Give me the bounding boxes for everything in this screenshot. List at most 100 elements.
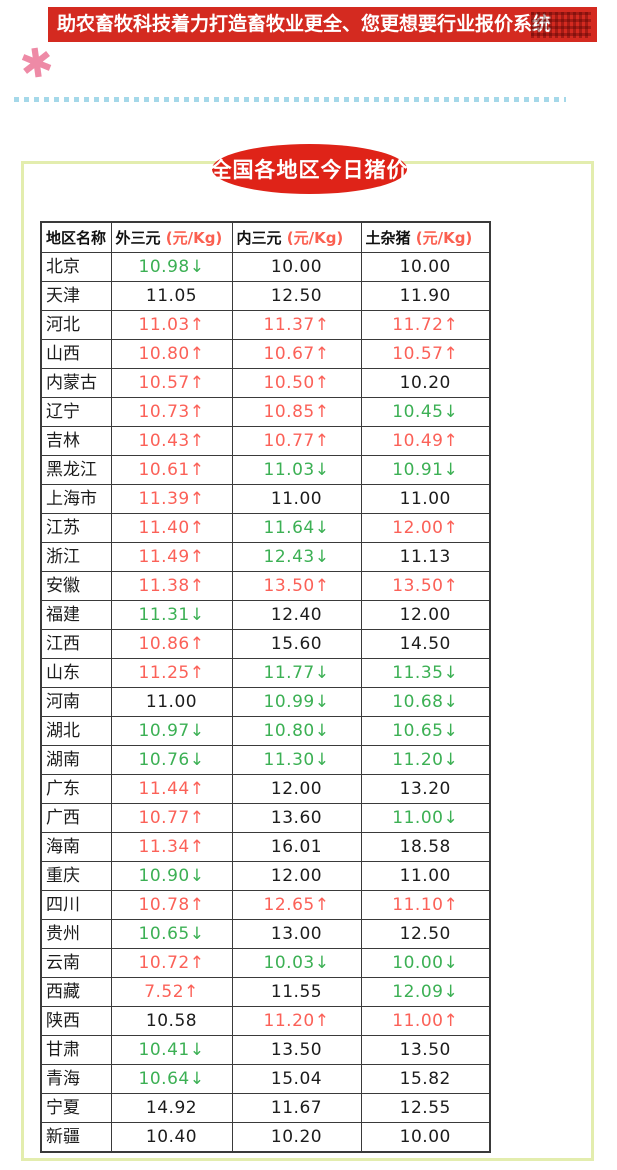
column-label: 外三元 (115, 228, 161, 247)
column-unit: (元/Kg) (410, 228, 473, 247)
table-row: 河北 11.03↑ 11.37↑ 11.72↑ (40, 309, 491, 340)
price-cell: 11.40↑ (110, 512, 233, 543)
star-icon: ✱ (16, 38, 57, 90)
price-cell: 10.65↓ (110, 918, 233, 949)
region-name: 吉林 (40, 425, 112, 456)
column-header: 外三元 (元/Kg) (110, 221, 233, 253)
table-row: 北京 10.98↓ 10.00 10.00 (40, 251, 491, 282)
price-cell: 10.85↑ (231, 396, 362, 427)
pig-price-table: 地区名称 外三元 (元/Kg) 内三元 (元/Kg) 土杂猪 (元/Kg) 北京 10.… (40, 221, 491, 1153)
region-name: 浙江 (40, 541, 112, 572)
price-cell: 11.35↓ (360, 657, 491, 688)
dot-pattern-decoration (531, 12, 591, 38)
price-cell: 10.45↓ (360, 396, 491, 427)
price-cell: 10.03↓ (231, 947, 362, 978)
table-row: 宁夏 14.92 11.67 12.55 (40, 1092, 491, 1123)
price-cell: 10.43↑ (110, 425, 233, 456)
price-cell: 10.72↑ (110, 947, 233, 978)
region-name: 黑龙江 (40, 454, 112, 485)
table-row: 吉林 10.43↑ 10.77↑ 10.49↑ (40, 425, 491, 456)
region-name: 内蒙古 (40, 367, 112, 398)
column-header: 土杂猪 (元/Kg) (360, 221, 491, 253)
price-cell: 10.67↑ (231, 338, 362, 369)
table-row: 新疆 10.40 10.20 10.00 (40, 1121, 491, 1152)
table-row: 内蒙古 10.57↑ 10.50↑ 10.20 (40, 367, 491, 398)
price-cell: 13.50↑ (360, 570, 491, 601)
table-row: 安徽 11.38↑ 13.50↑ 13.50↑ (40, 570, 491, 601)
price-cell: 10.00 (231, 251, 362, 282)
price-cell: 11.00 (110, 686, 233, 717)
price-cell: 10.65↓ (360, 715, 491, 746)
region-name: 青海 (40, 1063, 112, 1094)
price-cell: 10.97↓ (110, 715, 233, 746)
price-cell: 10.00↓ (360, 947, 491, 978)
region-name: 西藏 (40, 976, 112, 1007)
price-cell: 10.57↑ (110, 367, 233, 398)
column-unit: (元/Kg) (281, 228, 344, 247)
price-cell: 10.00 (360, 1121, 491, 1152)
table-row: 上海市 11.39↑ 11.00 11.00 (40, 483, 491, 514)
price-cell: 12.50 (231, 280, 362, 311)
price-cell: 12.55 (360, 1092, 491, 1123)
price-cell: 12.65↑ (231, 889, 362, 920)
region-name: 湖北 (40, 715, 112, 746)
price-cell: 10.76↓ (110, 744, 233, 775)
price-cell: 11.00 (360, 860, 491, 891)
region-name: 山东 (40, 657, 112, 688)
price-cell: 10.77↑ (231, 425, 362, 456)
region-name: 上海市 (40, 483, 112, 514)
price-cell: 10.20 (231, 1121, 362, 1152)
banner-text: 助农畜牧科技着力打造畜牧业更全、您更想要行业报价系统 (57, 13, 552, 35)
table-row: 湖北 10.97↓ 10.80↓ 10.65↓ (40, 715, 491, 746)
dotted-divider (14, 97, 566, 102)
price-cell: 12.09↓ (360, 976, 491, 1007)
price-cell: 12.00 (231, 860, 362, 891)
price-cell: 7.52↑ (110, 976, 233, 1007)
region-name: 甘肃 (40, 1034, 112, 1065)
region-name: 山西 (40, 338, 112, 369)
price-cell: 10.99↓ (231, 686, 362, 717)
price-cell: 11.00 (360, 483, 491, 514)
price-cell: 13.60 (231, 802, 362, 833)
price-cell: 13.50 (231, 1034, 362, 1065)
price-cell: 15.04 (231, 1063, 362, 1094)
region-name: 湖南 (40, 744, 112, 775)
region-name: 江西 (40, 628, 112, 659)
price-cell: 11.20↓ (360, 744, 491, 775)
price-cell: 10.49↑ (360, 425, 491, 456)
region-name: 江苏 (40, 512, 112, 543)
price-cell: 11.39↑ (110, 483, 233, 514)
price-cell: 13.50↑ (231, 570, 362, 601)
region-name: 重庆 (40, 860, 112, 891)
price-cell: 10.00 (360, 251, 491, 282)
price-cell: 11.77↓ (231, 657, 362, 688)
table-row: 四川 10.78↑ 12.65↑ 11.10↑ (40, 889, 491, 920)
region-name: 广西 (40, 802, 112, 833)
region-name: 广东 (40, 773, 112, 804)
table-row: 西藏 7.52↑ 11.55 12.09↓ (40, 976, 491, 1007)
price-cell: 10.40 (110, 1121, 233, 1152)
page-title-badge: 全国各地区今日猪价 (211, 144, 408, 194)
region-name: 河北 (40, 309, 112, 340)
table-row: 贵州 10.65↓ 13.00 12.50 (40, 918, 491, 949)
region-name: 安徽 (40, 570, 112, 601)
table-header-row: 地区名称 外三元 (元/Kg) 内三元 (元/Kg) 土杂猪 (元/Kg) (40, 221, 491, 253)
region-name: 海南 (40, 831, 112, 862)
price-cell: 10.68↓ (360, 686, 491, 717)
column-label: 内三元 (236, 228, 282, 247)
price-cell: 10.91↓ (360, 454, 491, 485)
price-cell: 11.13 (360, 541, 491, 572)
region-name: 宁夏 (40, 1092, 112, 1123)
price-cell: 10.78↑ (110, 889, 233, 920)
price-cell: 10.80↑ (110, 338, 233, 369)
price-cell: 10.20 (360, 367, 491, 398)
content-panel: 全国各地区今日猪价 地区名称 外三元 (元/Kg) 内三元 (元/Kg) 土杂猪 (元… (21, 144, 594, 1161)
price-cell: 12.40 (231, 599, 362, 630)
price-cell: 10.90↓ (110, 860, 233, 891)
price-cell: 12.50 (360, 918, 491, 949)
table-row: 青海 10.64↓ 15.04 15.82 (40, 1063, 491, 1094)
table-row: 江苏 11.40↑ 11.64↓ 12.00↑ (40, 512, 491, 543)
column-label: 土杂猪 (365, 228, 411, 247)
price-cell: 11.38↑ (110, 570, 233, 601)
column-header: 内三元 (元/Kg) (231, 221, 362, 253)
